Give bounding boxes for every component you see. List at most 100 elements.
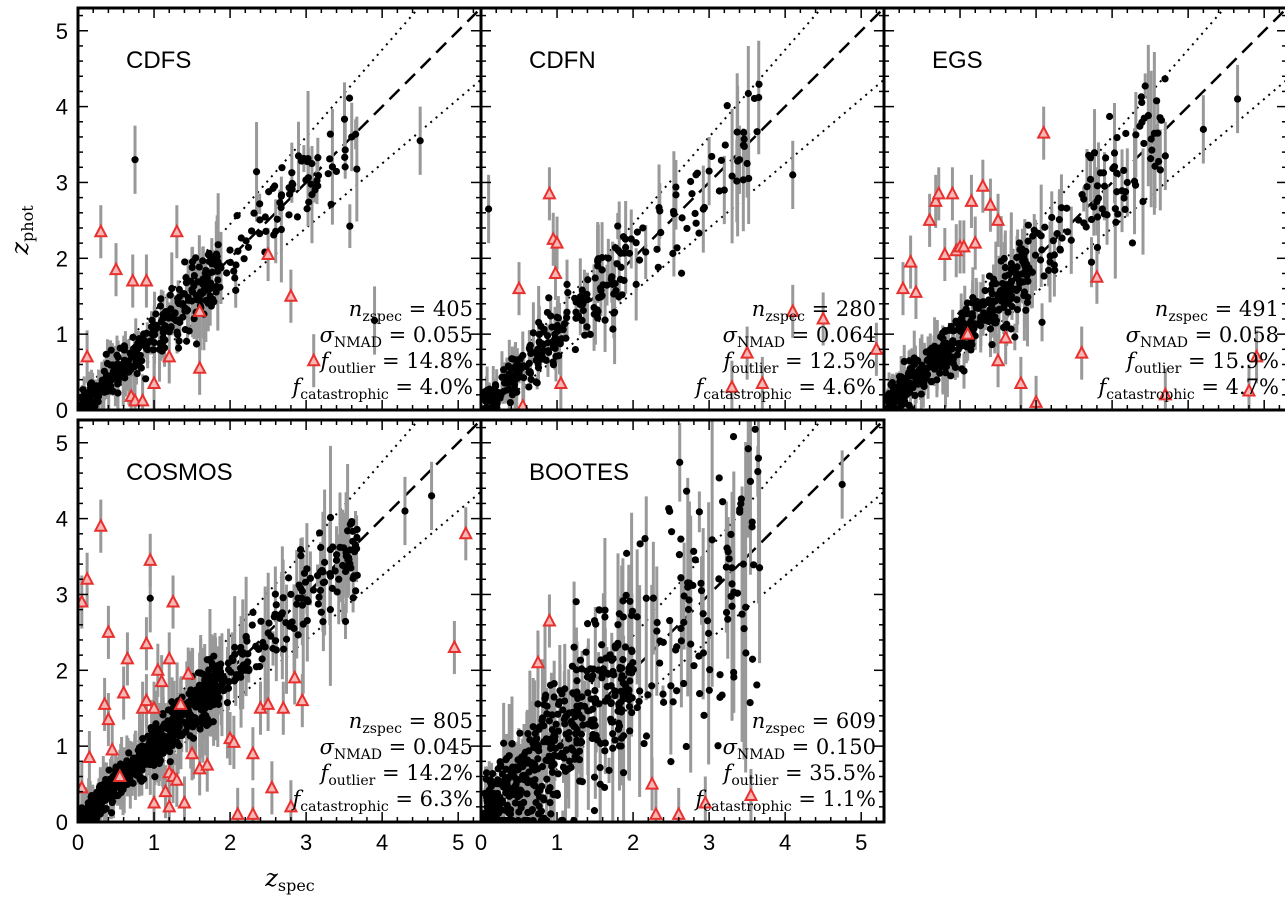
outlier-triangle xyxy=(150,662,165,676)
data-point xyxy=(181,325,189,334)
data-point xyxy=(1161,75,1169,83)
data-point xyxy=(724,615,732,623)
data-point xyxy=(986,325,995,333)
data-point xyxy=(214,687,223,695)
data-point xyxy=(240,255,248,263)
outlier-triangle xyxy=(165,593,181,608)
data-point xyxy=(580,296,589,305)
data-point xyxy=(505,363,513,371)
data-point xyxy=(329,543,337,551)
outlier-triangle xyxy=(112,768,127,782)
data-point xyxy=(341,146,349,154)
data-point xyxy=(992,319,1000,327)
data-point xyxy=(1013,263,1021,271)
stat-n-zspec: nzspec = 405 xyxy=(349,297,473,325)
data-point xyxy=(328,163,337,171)
data-point xyxy=(583,290,591,298)
data-point xyxy=(700,203,709,212)
ticks xyxy=(480,420,884,823)
data-point xyxy=(981,309,989,318)
data-point xyxy=(700,711,708,719)
field-label: CDFS xyxy=(126,47,191,74)
data-point xyxy=(210,676,218,684)
data-point xyxy=(696,690,704,698)
data-point xyxy=(175,300,183,308)
outlier-triangle xyxy=(295,692,310,707)
data-point xyxy=(190,700,198,708)
data-point xyxy=(236,664,245,672)
data-point xyxy=(542,356,550,364)
data-point xyxy=(109,387,117,395)
data-point xyxy=(280,645,288,653)
data-point xyxy=(672,191,680,199)
data-point xyxy=(207,279,215,287)
data-point xyxy=(120,356,129,364)
data-point xyxy=(505,385,513,393)
data-point xyxy=(326,155,334,163)
data-point xyxy=(628,607,637,615)
data-point xyxy=(603,281,611,289)
data-point xyxy=(740,625,748,633)
outlier-triangle xyxy=(181,665,196,680)
data-point xyxy=(601,606,609,614)
data-point xyxy=(746,477,755,485)
data-point xyxy=(607,715,615,723)
data-point xyxy=(503,779,511,787)
data-point xyxy=(297,552,305,560)
data-point xyxy=(677,269,686,277)
points xyxy=(78,492,436,822)
points xyxy=(884,75,1242,410)
data-point xyxy=(690,547,698,556)
data-point xyxy=(997,257,1005,265)
data-point xyxy=(618,291,626,299)
data-point xyxy=(262,227,270,235)
data-point xyxy=(563,314,571,322)
outlier-triangle xyxy=(983,197,998,211)
data-point xyxy=(284,574,293,582)
data-point xyxy=(748,655,757,663)
y-axis-title: zphot xyxy=(6,205,37,256)
data-point xyxy=(904,379,913,387)
outlier-triangle xyxy=(93,518,108,532)
data-point xyxy=(214,276,222,284)
outlier-triangle xyxy=(79,571,95,585)
data-point xyxy=(534,700,542,708)
data-point xyxy=(535,330,543,339)
data-point xyxy=(167,741,175,749)
data-point xyxy=(622,591,630,599)
data-point xyxy=(1023,271,1031,280)
data-point xyxy=(1144,111,1152,120)
data-point xyxy=(276,198,284,207)
data-point xyxy=(257,617,265,625)
data-point xyxy=(556,742,564,750)
data-point xyxy=(677,624,685,633)
outlier-triangle xyxy=(739,344,755,359)
data-point xyxy=(633,703,641,712)
data-point xyxy=(673,643,681,651)
data-point xyxy=(1008,292,1016,300)
data-point xyxy=(594,262,602,270)
data-point xyxy=(1023,298,1032,307)
data-point xyxy=(601,613,609,621)
data-point xyxy=(493,391,501,399)
data-point xyxy=(892,397,900,406)
data-point xyxy=(977,315,985,323)
data-point xyxy=(248,621,256,629)
data-point xyxy=(156,734,165,742)
data-point xyxy=(1155,157,1163,166)
data-point xyxy=(180,290,188,298)
data-point xyxy=(1100,182,1109,190)
outlier-triangle xyxy=(162,650,177,665)
data-point xyxy=(1093,243,1102,252)
data-point xyxy=(1046,252,1054,260)
data-point xyxy=(654,263,662,271)
data-point xyxy=(625,249,634,257)
data-point xyxy=(586,665,595,673)
data-point xyxy=(549,361,558,369)
data-point xyxy=(755,93,763,102)
data-point xyxy=(1102,154,1110,162)
data-point xyxy=(256,200,264,208)
data-point xyxy=(157,728,165,736)
data-point xyxy=(740,135,748,143)
data-point xyxy=(1121,205,1129,214)
